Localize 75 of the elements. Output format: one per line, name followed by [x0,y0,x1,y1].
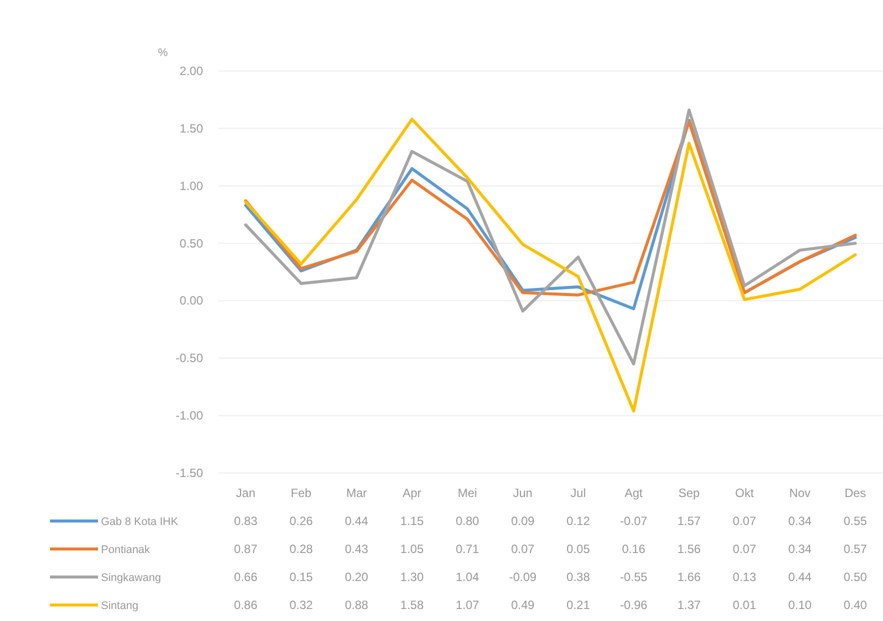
data-label: 0.21 [566,598,590,612]
line-series [244,108,857,366]
x-tick-label: Okt [735,486,754,500]
data-label: 0.50 [844,570,868,584]
data-label: 0.86 [234,598,258,612]
data-label: 0.05 [566,542,590,556]
data-label: 1.57 [677,514,702,528]
data-label: 0.44 [344,514,369,528]
y-tick-label: 1.00 [180,178,204,193]
x-tick-label: Des [844,486,866,500]
data-label: -0.09 [509,570,537,584]
data-label: 0.20 [344,570,369,584]
data-label: 1.56 [677,542,702,556]
x-tick-label: Apr [402,486,422,500]
legend-label: Sintang [101,600,138,612]
data-label: 0.88 [344,598,369,612]
x-tick-label: Mar [346,486,367,500]
x-tick-label: Jun [513,486,532,500]
data-label: 1.58 [400,598,424,612]
data-label: -0.96 [620,598,648,612]
legend-label: Singkawang [101,572,161,584]
data-label: 0.87 [234,542,258,556]
x-tick-label: Sep [678,486,700,500]
x-tick-label: Jan [236,486,256,500]
data-label: 0.09 [511,514,535,528]
data-label: 0.71 [456,542,480,556]
data-label: 1.30 [400,570,424,584]
x-tick-label: Jul [570,486,586,500]
data-label: 0.83 [234,514,258,528]
data-label: 0.44 [788,570,812,584]
legend-label: Gab 8 Kota IHK [101,516,179,528]
x-tick-label: Feb [290,486,312,500]
x-tick-label: Agt [624,486,644,500]
data-label: 0.32 [289,598,314,612]
data-label: 0.28 [289,542,314,556]
data-label: 0.12 [566,514,590,528]
data-label: 0.13 [732,570,756,584]
y-tick-label: 2.00 [180,64,204,78]
data-label: 0.38 [566,570,590,584]
data-label: 1.07 [456,598,480,612]
data-label: 0.10 [788,598,812,612]
data-label: 0.49 [511,598,535,612]
y-tick-label: 0.50 [180,236,204,250]
y-tick-label: -1.50 [176,466,204,480]
y-tick-label: 1.50 [180,121,204,136]
y-tick-label: -0.50 [176,351,204,366]
data-label: -0.55 [620,570,648,584]
data-label: 1.05 [400,542,424,556]
data-label: 0.34 [788,542,812,556]
line-series [244,118,857,412]
x-tick-label: Mei [458,486,478,500]
data-label: 0.43 [344,542,369,556]
data-label: 0.07 [511,542,535,556]
data-label: 0.16 [622,542,646,556]
y-tick-label: 0.00 [180,294,204,308]
data-label: 1.15 [400,514,424,528]
data-label: 1.04 [456,570,480,584]
data-label: 1.66 [677,570,702,584]
data-label: 0.80 [456,514,480,528]
data-label: 0.55 [844,514,868,528]
data-label: 0.66 [234,570,258,584]
data-label: 0.34 [788,514,812,528]
y-axis-title: % [158,47,168,59]
data-label: 0.40 [844,598,868,612]
data-label: 1.37 [677,598,702,612]
y-tick-label: -1.00 [176,408,204,423]
data-label: 0.57 [844,542,868,556]
data-label: 0.01 [732,598,756,612]
data-label: -0.07 [620,514,648,528]
data-label: 0.07 [732,542,756,556]
x-tick-label: Nov [789,486,811,500]
data-label: 0.07 [732,514,756,528]
data-label: 0.15 [289,570,314,584]
data-label: 0.26 [289,514,314,528]
legend-label: Pontianak [101,544,150,556]
